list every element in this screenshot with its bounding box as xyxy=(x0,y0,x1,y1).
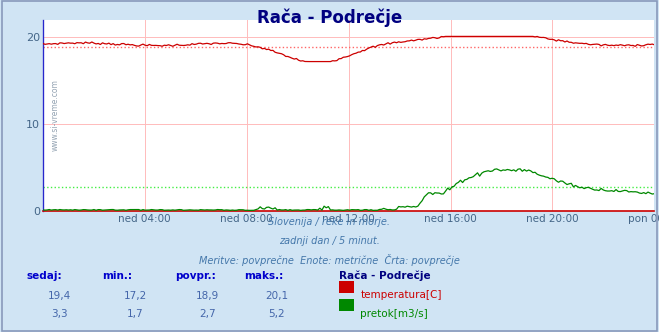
Text: 3,3: 3,3 xyxy=(51,309,68,319)
Text: Slovenija / reke in morje.: Slovenija / reke in morje. xyxy=(268,217,391,227)
Text: temperatura[C]: temperatura[C] xyxy=(360,290,442,300)
Text: Meritve: povprečne  Enote: metrične  Črta: povprečje: Meritve: povprečne Enote: metrične Črta:… xyxy=(199,254,460,266)
Text: 5,2: 5,2 xyxy=(268,309,285,319)
Text: 17,2: 17,2 xyxy=(123,290,147,300)
Text: 20,1: 20,1 xyxy=(265,290,289,300)
Text: min.:: min.: xyxy=(102,271,132,281)
Text: sedaj:: sedaj: xyxy=(26,271,62,281)
Text: pretok[m3/s]: pretok[m3/s] xyxy=(360,309,428,319)
Text: maks.:: maks.: xyxy=(244,271,283,281)
Text: povpr.:: povpr.: xyxy=(175,271,215,281)
Text: www.si-vreme.com: www.si-vreme.com xyxy=(50,79,59,151)
Text: Rača - Podrečje: Rača - Podrečje xyxy=(257,8,402,27)
Text: zadnji dan / 5 minut.: zadnji dan / 5 minut. xyxy=(279,236,380,246)
Text: 18,9: 18,9 xyxy=(196,290,219,300)
Text: Rača - Podrečje: Rača - Podrečje xyxy=(339,271,431,281)
Text: 2,7: 2,7 xyxy=(199,309,216,319)
Text: 19,4: 19,4 xyxy=(47,290,71,300)
Text: 1,7: 1,7 xyxy=(127,309,144,319)
